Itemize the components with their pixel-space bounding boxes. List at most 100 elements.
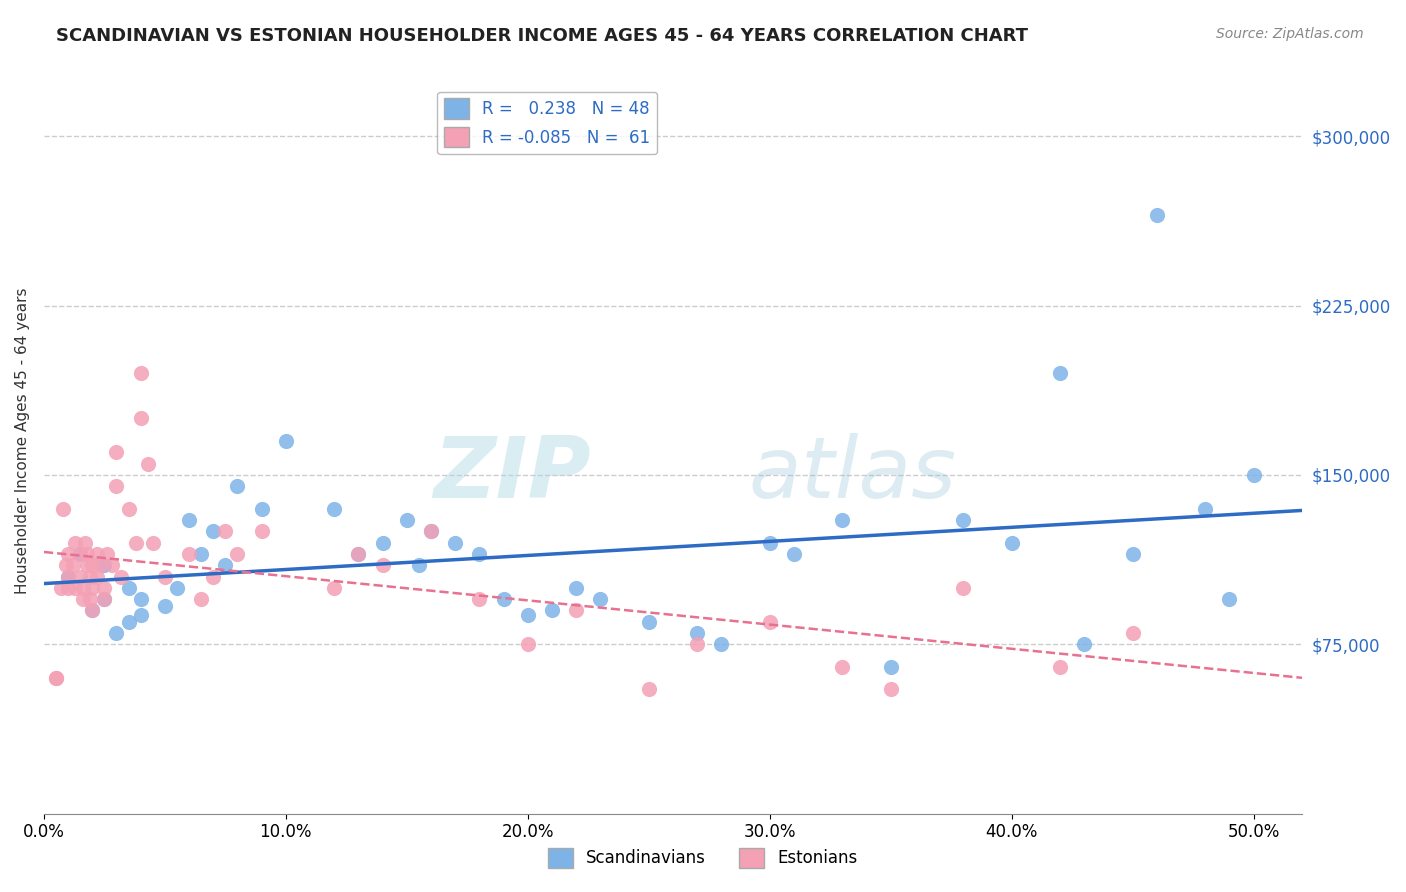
Point <box>56 569 79 583</box>
Point <box>831 660 853 674</box>
Point <box>1146 208 1168 222</box>
Point <box>177 547 200 561</box>
Point <box>1218 592 1240 607</box>
Point <box>117 581 139 595</box>
Point <box>952 513 974 527</box>
Point <box>686 637 709 651</box>
Point <box>371 558 394 573</box>
Point <box>129 411 152 425</box>
Point <box>516 607 538 622</box>
Point <box>880 682 903 697</box>
Point <box>82 558 104 573</box>
Point <box>76 558 98 573</box>
Point <box>1243 467 1265 482</box>
Point <box>1049 367 1071 381</box>
Point <box>589 592 612 607</box>
Point <box>76 547 98 561</box>
Point <box>105 445 128 459</box>
Point <box>105 479 128 493</box>
Point <box>420 524 443 539</box>
Point <box>117 501 139 516</box>
Point <box>758 615 780 629</box>
Point <box>82 603 104 617</box>
Point <box>420 524 443 539</box>
Point <box>110 569 132 583</box>
Point <box>202 569 225 583</box>
Point <box>250 524 273 539</box>
Point <box>565 603 588 617</box>
Point <box>125 535 148 549</box>
Point <box>177 513 200 527</box>
Point <box>1122 626 1144 640</box>
Point <box>56 547 79 561</box>
Point <box>129 367 152 381</box>
Point <box>93 592 115 607</box>
Point <box>1001 535 1024 549</box>
Point <box>408 558 430 573</box>
Text: atlas: atlas <box>748 434 956 516</box>
Point <box>190 592 212 607</box>
Point <box>637 615 659 629</box>
Point <box>117 615 139 629</box>
Point <box>72 581 94 595</box>
Point <box>69 547 91 561</box>
Point <box>190 547 212 561</box>
Point <box>202 524 225 539</box>
Point <box>686 626 709 640</box>
Text: ZIP: ZIP <box>433 434 591 516</box>
Point <box>166 581 188 595</box>
Point <box>100 558 122 573</box>
Point <box>1122 547 1144 561</box>
Point <box>153 599 176 613</box>
Point <box>82 581 104 595</box>
Point <box>72 592 94 607</box>
Point <box>89 558 111 573</box>
Point <box>565 581 588 595</box>
Point <box>323 501 346 516</box>
Point <box>516 637 538 651</box>
Point <box>541 603 564 617</box>
Point <box>1073 637 1095 651</box>
Point <box>45 671 67 685</box>
Point <box>49 581 72 595</box>
Point <box>69 547 91 561</box>
Point <box>86 547 108 561</box>
Text: Source: ZipAtlas.com: Source: ZipAtlas.com <box>1216 27 1364 41</box>
Point <box>65 535 87 549</box>
Point <box>468 547 491 561</box>
Point <box>86 569 108 583</box>
Text: SCANDINAVIAN VS ESTONIAN HOUSEHOLDER INCOME AGES 45 - 64 YEARS CORRELATION CHART: SCANDINAVIAN VS ESTONIAN HOUSEHOLDER INC… <box>56 27 1028 45</box>
Point <box>136 457 159 471</box>
Point <box>105 626 128 640</box>
Point <box>65 581 87 595</box>
Point <box>371 535 394 549</box>
Point <box>56 581 79 595</box>
Point <box>79 592 101 607</box>
Point <box>1194 501 1216 516</box>
Point <box>347 547 370 561</box>
Point <box>492 592 515 607</box>
Point <box>153 569 176 583</box>
Point <box>214 524 236 539</box>
Point <box>250 501 273 516</box>
Point <box>73 535 96 549</box>
Point <box>214 558 236 573</box>
Point <box>52 501 75 516</box>
Point <box>952 581 974 595</box>
Point <box>129 592 152 607</box>
Point <box>468 592 491 607</box>
Point <box>79 569 101 583</box>
Point <box>62 558 84 573</box>
Point <box>96 547 118 561</box>
Point <box>637 682 659 697</box>
Point <box>323 581 346 595</box>
Point <box>142 535 165 549</box>
Point <box>758 535 780 549</box>
Point <box>82 603 104 617</box>
Legend: R =   0.238   N = 48, R = -0.085   N =  61: R = 0.238 N = 48, R = -0.085 N = 61 <box>437 92 657 154</box>
Point <box>395 513 418 527</box>
Point <box>69 569 91 583</box>
Point <box>129 607 152 622</box>
Point <box>93 581 115 595</box>
Point <box>831 513 853 527</box>
